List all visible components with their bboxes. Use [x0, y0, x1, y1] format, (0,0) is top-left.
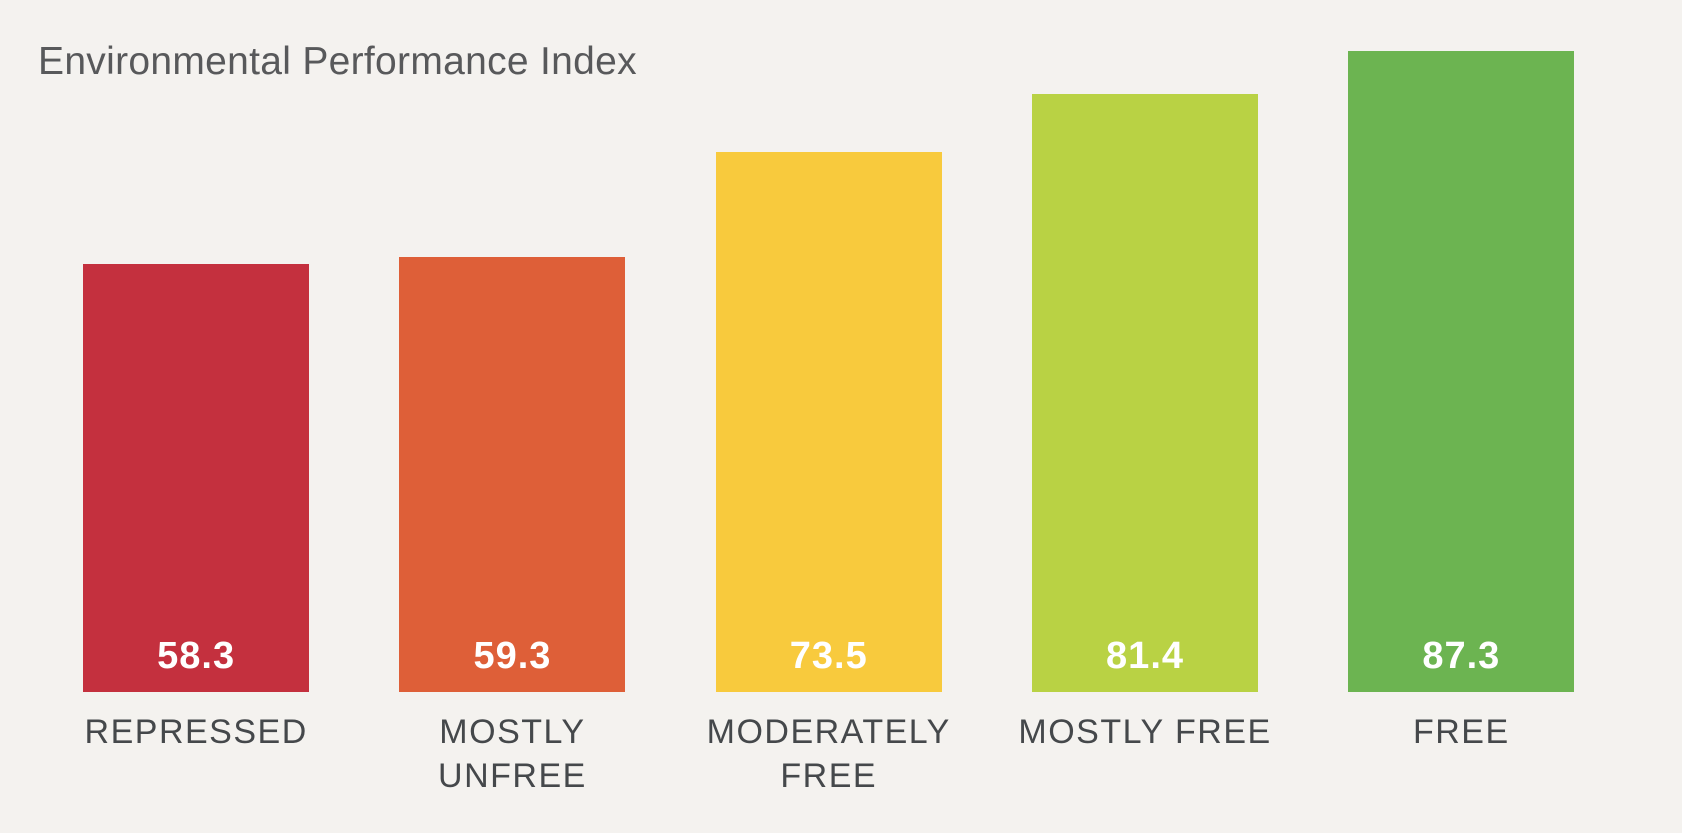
- bar-mostly-free: 81.4: [1032, 94, 1259, 692]
- bar-category-label: FREE: [1293, 711, 1629, 755]
- bar-column-repressed: 58.3 REPRESSED: [38, 264, 354, 751]
- bar-category-label-line: REPRESSED: [84, 713, 308, 751]
- bar-repressed: 58.3: [83, 264, 310, 692]
- bar-category-label: MOSTLY UNFREE: [344, 711, 680, 798]
- bar-moderately-free: 73.5: [715, 152, 942, 692]
- bar-category-label-line: UNFREE: [438, 756, 587, 795]
- bar-category-label-line: FREE: [780, 756, 878, 795]
- bar-mostly-unfree: 59.3: [399, 257, 626, 692]
- bar-category-label: MODERATELY FREE: [661, 711, 997, 798]
- bar-column-moderately-free: 73.5 MODERATELY FREE: [671, 152, 987, 795]
- bar-category-label: MOSTLY FREE: [977, 711, 1313, 755]
- bar-category-label-line: MODERATELY: [706, 713, 951, 751]
- bar-value-label: 87.3: [1422, 635, 1501, 677]
- bar-value-label: 58.3: [157, 635, 236, 677]
- bar-category-label: REPRESSED: [28, 711, 364, 755]
- chart-title: Environmental Performance Index: [38, 40, 637, 83]
- bar-category-label-line: FREE: [1412, 713, 1510, 751]
- bar-column-free: 87.3 FREE: [1303, 51, 1619, 751]
- bar-category-label-line: MOSTLY FREE: [1018, 713, 1272, 751]
- bar-column-mostly-unfree: 59.3 MOSTLY UNFREE: [354, 257, 670, 795]
- bar-value-label: 81.4: [1106, 635, 1185, 677]
- bar-group: 58.3 REPRESSED 59.3 MOSTLY UNFREE 73.5 MO…: [38, 51, 1619, 795]
- bar-column-mostly-free: 81.4 MOSTLY FREE: [987, 94, 1303, 751]
- bar-category-label-line: MOSTLY: [439, 713, 586, 751]
- bar-free: 87.3: [1348, 51, 1575, 692]
- bar-value-label: 59.3: [473, 635, 552, 677]
- bar-value-label: 73.5: [789, 635, 868, 677]
